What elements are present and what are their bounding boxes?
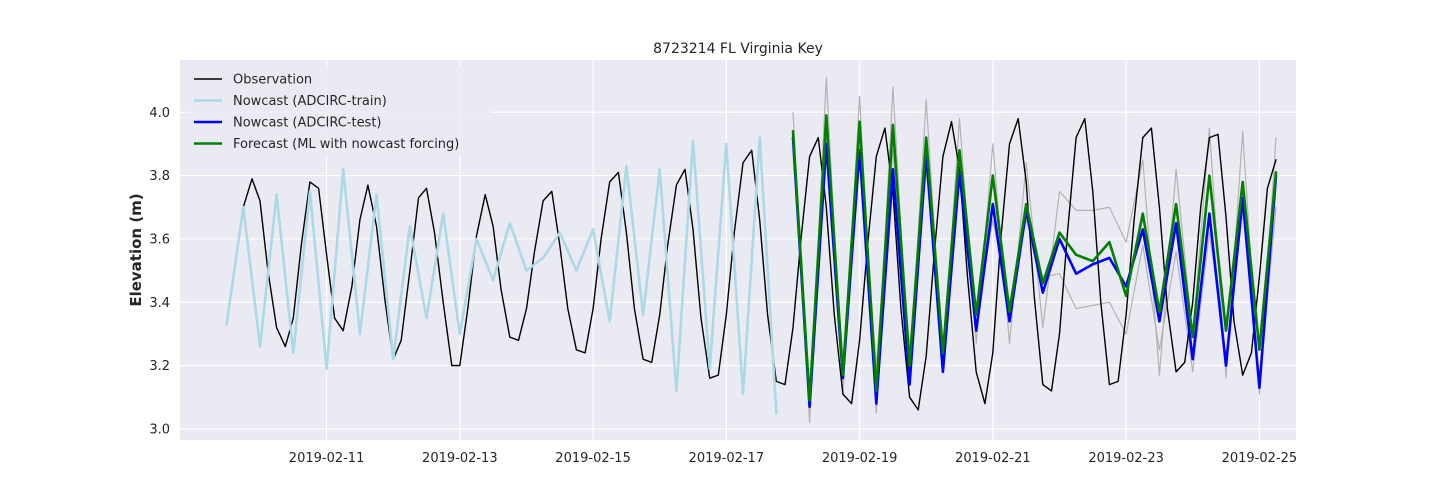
- legend-label: Nowcast (ADCIRC-train): [233, 94, 387, 109]
- x-tick-label: 2019-02-17: [689, 451, 765, 466]
- x-axis: 2019-02-11 2019-02-13 2019-02-15 2019-02-17…: [289, 451, 1297, 466]
- y-axis-label: Elevation (m): [127, 193, 145, 306]
- y-tick-label: 4.0: [149, 106, 170, 121]
- legend: Observation Nowcast (ADCIRC-train) Nowcast…: [186, 66, 492, 156]
- x-tick-label: 2019-02-13: [422, 451, 498, 466]
- x-tick-label: 2019-02-21: [955, 451, 1031, 466]
- y-tick-label: 3.2: [149, 359, 170, 374]
- y-tick-label: 3.6: [149, 232, 170, 247]
- legend-box: [186, 66, 492, 156]
- chart-title: 8723214 FL Virginia Key: [653, 41, 823, 57]
- x-tick-label: 2019-02-23: [1088, 451, 1164, 466]
- x-tick-label: 2019-02-19: [822, 451, 898, 466]
- series-line-nowcast-adcirc-train: [225, 136, 778, 415]
- legend-label: Nowcast (ADCIRC-test): [233, 116, 382, 131]
- y-axis: 3.0 3.2 3.4 3.6 3.8 4.0: [149, 106, 170, 438]
- legend-label: Observation: [233, 73, 312, 88]
- series-layer: [225, 76, 1278, 424]
- legend-label: Forecast (ML with nowcast forcing): [233, 137, 459, 152]
- x-tick-label: 2019-02-11: [289, 451, 365, 466]
- x-tick-label: 2019-02-25: [1222, 451, 1298, 466]
- y-tick-label: 3.0: [149, 422, 170, 437]
- y-tick-label: 3.8: [149, 169, 170, 184]
- series-line-forecast-ml-with-nowcast-forcing: [791, 114, 1278, 402]
- y-tick-label: 3.4: [149, 296, 170, 311]
- x-tick-label: 2019-02-15: [555, 451, 631, 466]
- series-line-observation: [225, 117, 1277, 411]
